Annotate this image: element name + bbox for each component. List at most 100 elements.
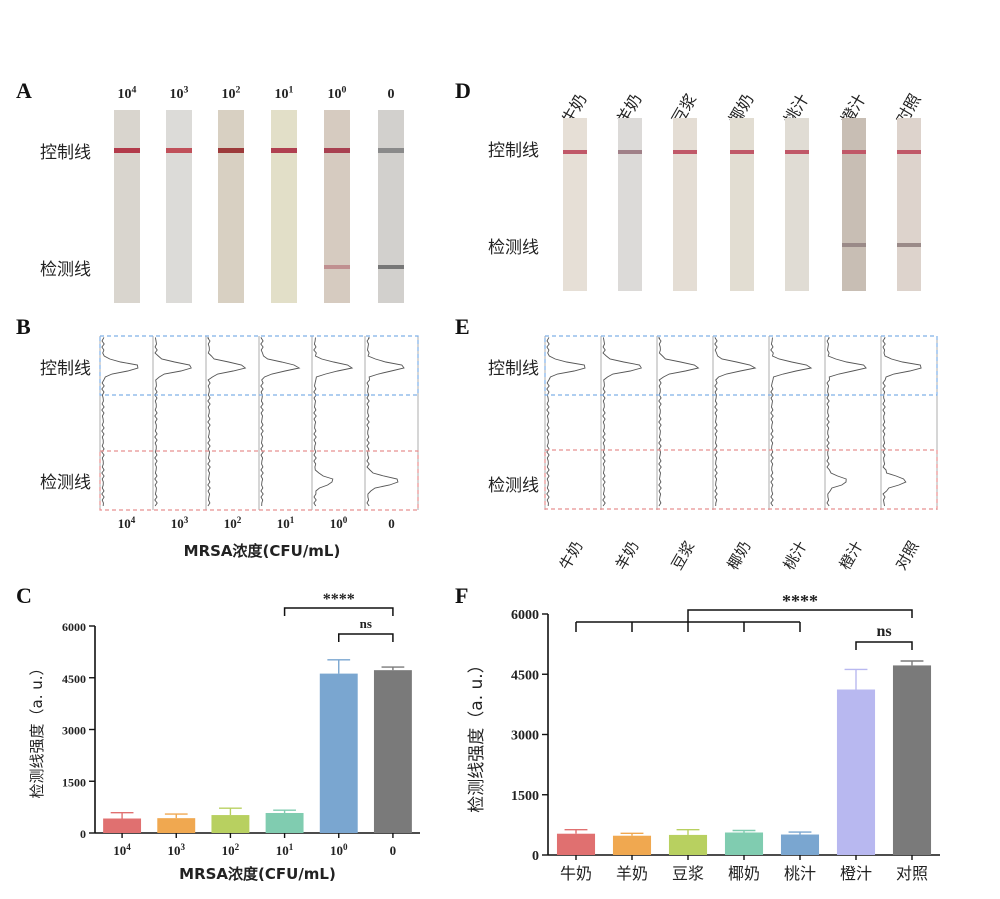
panel-a-lane-label: 103 — [170, 84, 189, 102]
panel_e-lane-label: 椰奶 — [724, 538, 755, 573]
x-tick-label: 100 — [330, 842, 348, 858]
significance-bracket — [687, 609, 913, 622]
bar — [556, 833, 596, 855]
panel-a-lane-label: 0 — [388, 87, 395, 102]
panel-a-control-band — [324, 148, 350, 153]
significance-label: ns — [360, 616, 372, 631]
panel-b-scans — [99, 336, 419, 510]
panel-b-control-box — [99, 335, 419, 396]
scan-profile — [260, 337, 301, 507]
y-tick-label: 1500 — [62, 775, 86, 789]
panel_e-lane-label: 豆浆 — [668, 538, 699, 573]
panel-e-scans — [544, 336, 938, 510]
panel-a-letter: A — [16, 78, 32, 103]
panel_b-lane-label: 0 — [388, 516, 395, 531]
y-axis-label: 检测线强度（a. u.） — [28, 660, 46, 798]
panel-a-control-band — [271, 148, 297, 153]
panel-a-control-band — [378, 148, 404, 153]
y-tick-label: 0 — [532, 849, 539, 864]
panel-a-strip — [166, 110, 192, 303]
x-tick-label: 橙汁 — [840, 864, 872, 883]
x-tick-label: 102 — [222, 842, 240, 858]
y-tick-label: 3000 — [62, 724, 86, 738]
panel-d-control-band — [730, 150, 754, 154]
panel-d-strip — [618, 118, 642, 291]
panel-d-test-band — [897, 243, 921, 247]
panel-f-letter: F — [455, 583, 468, 608]
bar — [157, 818, 196, 833]
panel-b-letter: B — [16, 314, 31, 339]
panel-d-strip — [673, 118, 697, 291]
scan-profile — [546, 337, 586, 507]
bar — [668, 834, 708, 855]
significance-label: **** — [323, 591, 355, 608]
y-tick-label: 1500 — [511, 789, 539, 804]
scan-profile — [826, 337, 867, 507]
panel-d-control-band — [785, 150, 809, 154]
panel-b-xlabel: MRSA浓度(CFU/mL) — [184, 542, 341, 560]
x-tick-label: 牛奶 — [560, 864, 592, 883]
panel-a-strip — [114, 110, 140, 303]
panel-e-test-label: 检测线 — [488, 476, 539, 496]
panel-d-test-label: 检测线 — [488, 238, 539, 258]
significance-label: **** — [782, 591, 818, 611]
x-tick-label: 羊奶 — [616, 864, 648, 883]
panel_e-lane-label: 桃汁 — [780, 538, 811, 573]
significance-label: ns — [876, 623, 891, 640]
x-tick-label: 椰奶 — [728, 864, 760, 883]
panel-d-control-label: 控制线 — [488, 141, 539, 161]
scan-profile — [154, 337, 192, 507]
significance-bracket — [338, 633, 394, 642]
scan-profile — [366, 337, 405, 507]
x-tick-label: 对照 — [896, 864, 928, 883]
y-tick-label: 3000 — [511, 729, 539, 744]
panel-a-strip — [324, 110, 350, 303]
panel-a-lane-label: 104 — [118, 84, 137, 102]
panel-c-letter: C — [16, 583, 32, 608]
x-tick-label: 豆浆 — [672, 864, 704, 883]
chart-c: 0 1500 3000 4500 6000 检测线强度（a. u.） 104 103 102 10… — [28, 591, 420, 883]
panel-a-lane-label: 100 — [328, 84, 347, 102]
panel-d-strip — [785, 118, 809, 291]
scan-profile — [206, 337, 247, 507]
panel-b-test-box — [99, 450, 419, 511]
panel-a-test-label: 检测线 — [40, 260, 91, 280]
x-axis-label: MRSA浓度(CFU/mL) — [179, 865, 336, 883]
panel-d-strip — [897, 118, 921, 291]
x-tick-label: 103 — [167, 842, 185, 858]
scan-profile — [313, 337, 354, 507]
bar — [780, 834, 820, 855]
panel-d-strip — [563, 118, 587, 291]
panel-a-strips — [114, 110, 404, 303]
y-tick-label: 6000 — [62, 620, 86, 634]
panel-b-control-label: 控制线 — [40, 359, 91, 379]
y-tick-label: 6000 — [511, 608, 539, 623]
panel-a-test-band — [378, 265, 404, 269]
panel-a-lane-labels: 104 103 102 101 100 0 — [118, 84, 395, 102]
panel-a-lane-label: 102 — [222, 84, 241, 102]
bar — [892, 665, 932, 855]
panel-a-control-band — [218, 148, 244, 153]
panel-d-control-band — [563, 150, 587, 154]
significance-bracket — [283, 607, 394, 616]
panel-d-control-band — [673, 150, 697, 154]
panel-e-lane-labels: 牛奶 羊奶 豆浆 椰奶 桃汁 橙汁 对照 — [556, 538, 923, 573]
y-tick-label: 4500 — [62, 672, 86, 686]
bar — [265, 812, 304, 833]
x-tick-label: 104 — [113, 842, 131, 858]
panel-a-control-band — [166, 148, 192, 153]
scan-profile — [101, 337, 139, 507]
panel_b-lane-label: 104 — [118, 515, 136, 531]
significance-bracket — [855, 641, 913, 650]
scan-profile — [602, 337, 642, 507]
x-tick-label: 0 — [390, 843, 397, 858]
panel-d-strip — [842, 118, 866, 291]
scan-profile — [657, 337, 700, 507]
panel-a-strip — [218, 110, 244, 303]
scan-profile — [714, 337, 757, 507]
y-axis-label: 检测线强度（a. u.） — [467, 656, 487, 812]
panel-b-test-label: 检测线 — [40, 473, 91, 493]
bar — [724, 832, 764, 855]
panel-e-control-label: 控制线 — [488, 359, 539, 379]
y-tick-label: 4500 — [511, 668, 539, 683]
